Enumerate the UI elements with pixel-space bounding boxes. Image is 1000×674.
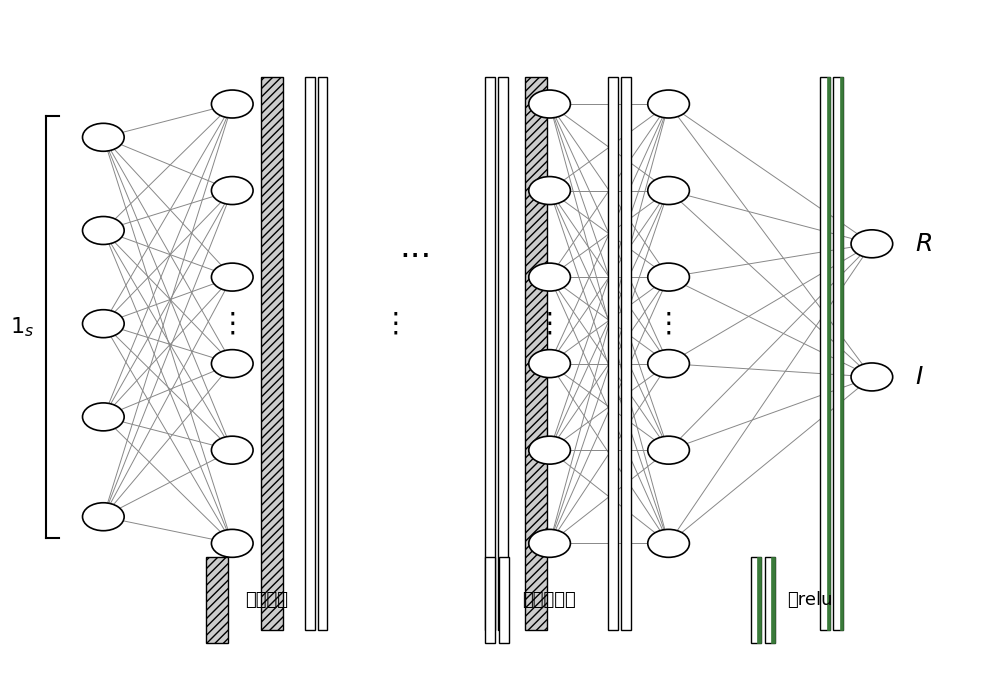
Circle shape bbox=[648, 529, 689, 557]
Circle shape bbox=[648, 90, 689, 118]
Circle shape bbox=[211, 177, 253, 204]
Circle shape bbox=[211, 436, 253, 464]
Bar bbox=[827, 78, 830, 630]
Circle shape bbox=[851, 363, 893, 391]
Circle shape bbox=[529, 350, 570, 377]
Text: ：归一化层: ：归一化层 bbox=[522, 591, 576, 609]
Bar bbox=[525, 78, 547, 630]
Circle shape bbox=[83, 403, 124, 431]
Bar bbox=[206, 557, 228, 643]
Text: ···: ··· bbox=[400, 241, 432, 274]
Bar bbox=[621, 78, 631, 630]
Bar bbox=[485, 78, 495, 630]
Bar bbox=[820, 78, 830, 630]
Text: ⋮: ⋮ bbox=[536, 309, 563, 338]
Text: I: I bbox=[916, 365, 923, 389]
Bar bbox=[261, 78, 283, 630]
Circle shape bbox=[83, 123, 124, 151]
Text: ⋮: ⋮ bbox=[382, 309, 410, 338]
Circle shape bbox=[529, 177, 570, 204]
Bar bbox=[771, 557, 775, 643]
Text: ：噪声层: ：噪声层 bbox=[245, 591, 288, 609]
Circle shape bbox=[529, 529, 570, 557]
Circle shape bbox=[211, 90, 253, 118]
Circle shape bbox=[529, 436, 570, 464]
Circle shape bbox=[83, 310, 124, 338]
Circle shape bbox=[648, 350, 689, 377]
Text: ：relu: ：relu bbox=[788, 591, 833, 609]
Bar bbox=[608, 78, 618, 630]
Circle shape bbox=[648, 177, 689, 204]
Bar bbox=[840, 78, 843, 630]
Circle shape bbox=[529, 263, 570, 291]
Text: $1_s$: $1_s$ bbox=[10, 315, 34, 339]
Circle shape bbox=[211, 263, 253, 291]
Circle shape bbox=[211, 350, 253, 377]
Circle shape bbox=[648, 436, 689, 464]
Circle shape bbox=[529, 90, 570, 118]
Text: ⋮: ⋮ bbox=[218, 309, 246, 338]
Bar bbox=[833, 78, 843, 630]
Circle shape bbox=[83, 503, 124, 530]
Bar bbox=[499, 557, 509, 643]
Circle shape bbox=[211, 529, 253, 557]
Bar bbox=[485, 557, 495, 643]
Circle shape bbox=[648, 263, 689, 291]
Bar bbox=[318, 78, 327, 630]
Bar bbox=[765, 557, 775, 643]
Bar bbox=[498, 78, 508, 630]
Bar bbox=[751, 557, 761, 643]
Text: ⋮: ⋮ bbox=[655, 309, 682, 338]
Circle shape bbox=[851, 230, 893, 257]
Bar bbox=[305, 78, 315, 630]
Text: R: R bbox=[916, 232, 933, 256]
Bar bbox=[757, 557, 761, 643]
Circle shape bbox=[83, 216, 124, 245]
